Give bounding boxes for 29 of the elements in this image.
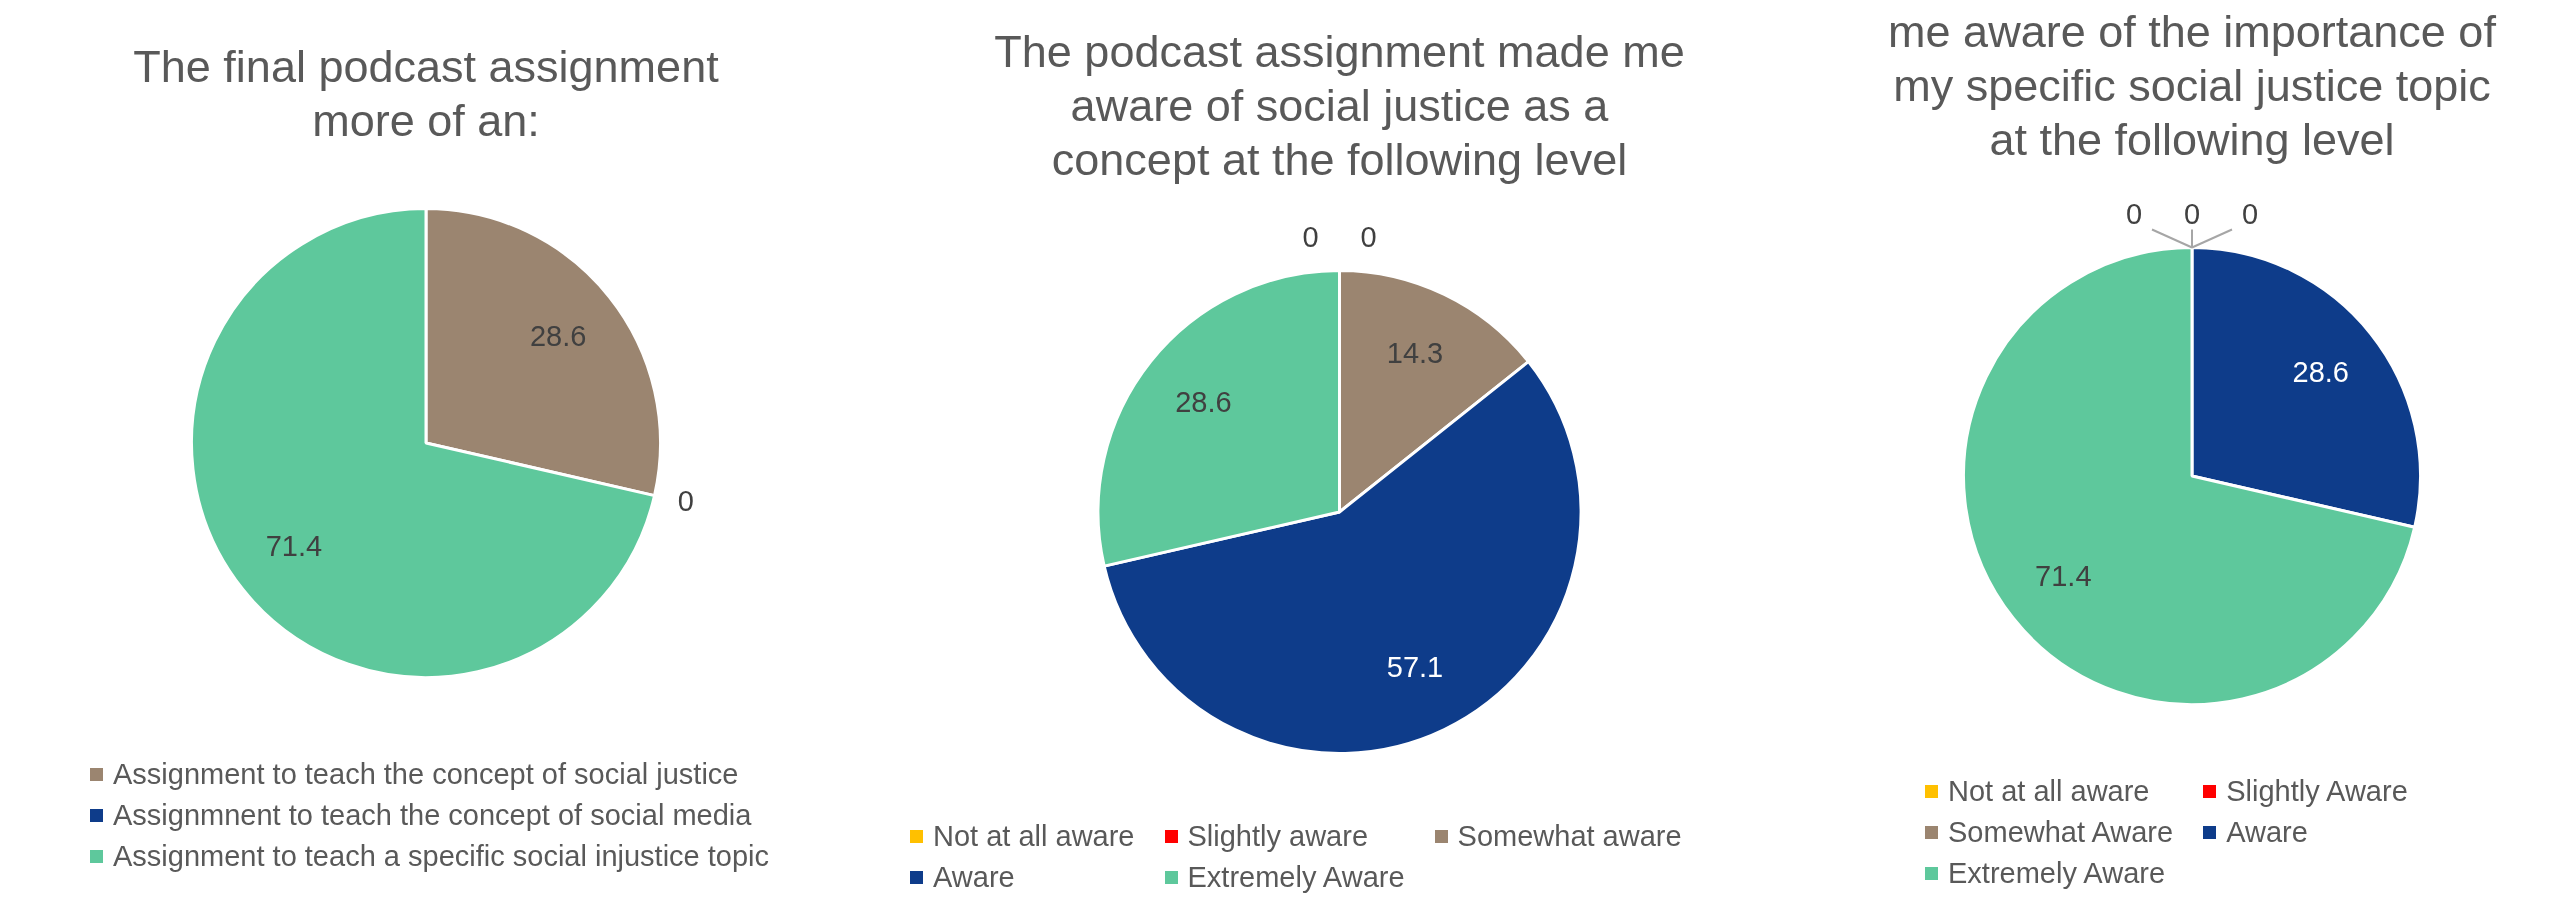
data-label: 28.6 — [1175, 385, 1232, 418]
text: 0 — [677, 484, 694, 517]
data-label: 28.6 — [2292, 355, 2349, 388]
chart-title: The podcast assignment made me aware of social justice as a concept at the following level — [993, 25, 1686, 187]
legend-label: Extremely Aware — [1948, 857, 2166, 890]
legend-label: Aware — [933, 861, 1015, 894]
legend-label: Assignmnent to teach the concept of social media — [113, 799, 752, 832]
chart-title: The final podcast assignment more of an: — [132, 40, 720, 148]
data-label: 57.1 — [1386, 650, 1444, 683]
data-label: 14.3 — [1386, 337, 1444, 370]
chart-title: me aware of the importance of my specific social justice topic at the following level — [1887, 5, 2497, 167]
legend-label: Slightly Aware — [2226, 775, 2408, 808]
data-label: 71.4 — [265, 530, 323, 563]
legend-label: Extremely Aware — [1187, 861, 1405, 894]
data-label: 71.4 — [2035, 560, 2092, 593]
data-label: 28.6 — [529, 319, 587, 352]
legend-label: Somewhat Aware — [1948, 816, 2174, 849]
legend-label: Assignment to teach a specific social injustice topic — [113, 840, 770, 873]
legend-label: Slightly aware — [1187, 820, 1369, 853]
text: 0 — [2125, 197, 2143, 230]
text: 0 — [1302, 220, 1319, 253]
legend-label: Not at all aware — [1948, 775, 2150, 808]
text: 0 — [2241, 197, 2259, 230]
legend-label: Aware — [2226, 816, 2308, 849]
legend-label: Somewhat aware — [1457, 820, 1682, 853]
text: 0 — [2183, 197, 2201, 230]
legend-label: Not at all aware — [933, 820, 1135, 853]
legend-label: Assignment to teach the concept of social justice — [113, 758, 739, 791]
text: 0 — [1360, 220, 1377, 253]
